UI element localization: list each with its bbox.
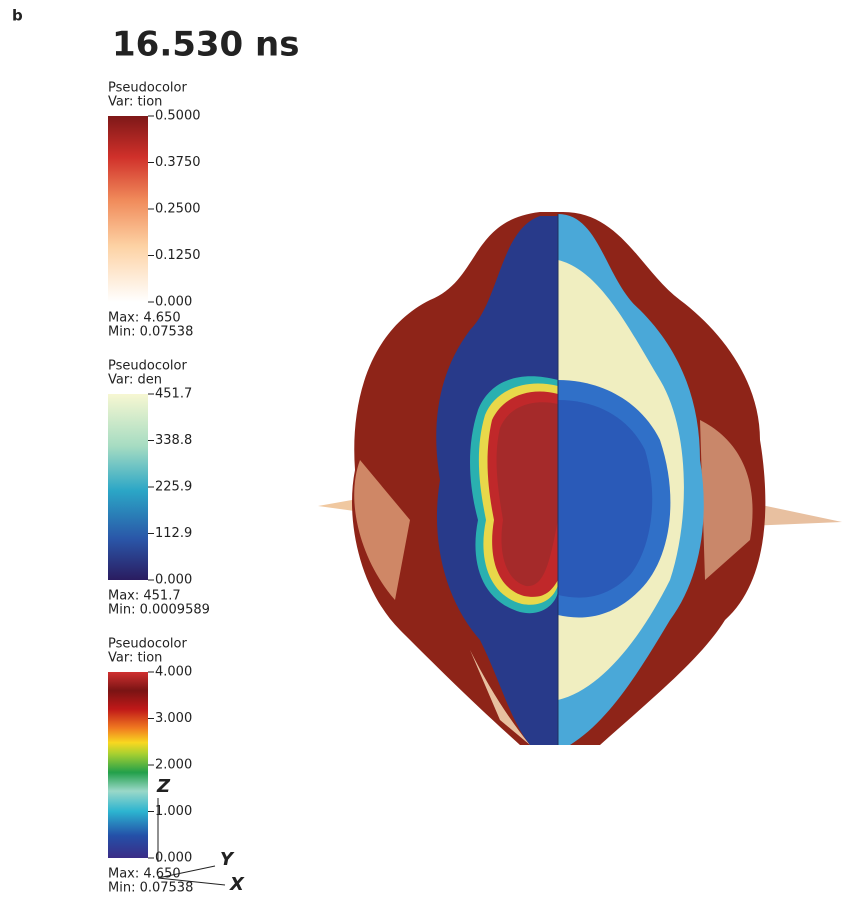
colorbar	[108, 394, 148, 580]
tick-label: 0.3750	[155, 155, 201, 170]
legend-var: Var: tion	[108, 651, 162, 666]
legend-var: Var: tion	[108, 95, 162, 110]
legend-min: Min: 0.07538	[108, 881, 193, 896]
rendered-object	[318, 211, 842, 745]
tick-label: 0.000	[155, 573, 192, 588]
tick-label: 225.9	[155, 480, 192, 495]
tick-label: 1.000	[155, 804, 192, 819]
axis-x-label: X	[229, 874, 245, 895]
colorbar	[108, 672, 148, 858]
axis-y-label: Y	[220, 849, 235, 870]
tick-label: 112.9	[155, 526, 192, 541]
legend-max: Max: 4.650	[108, 867, 181, 882]
colorbar	[108, 116, 148, 302]
legend-max: Max: 451.7	[108, 589, 181, 604]
axis-triad: Z Y X	[156, 776, 245, 895]
legend-max: Max: 4.650	[108, 311, 181, 326]
tick-label: 0.1250	[155, 248, 201, 263]
tick-label: 2.000	[155, 758, 192, 773]
legend-min: Min: 0.07538	[108, 325, 193, 340]
tick-label: 0.000	[155, 295, 192, 310]
legend-title: Pseudocolor	[108, 81, 187, 96]
tick-label: 3.000	[155, 711, 192, 726]
legend-min: Min: 0.0009589	[108, 603, 210, 618]
legend-var: Var: den	[108, 373, 162, 388]
legend-title: Pseudocolor	[108, 637, 187, 652]
legend-title: Pseudocolor	[108, 359, 187, 374]
panel-label: b	[12, 7, 23, 25]
tick-label: 0.000	[155, 851, 192, 866]
tick-label: 0.2500	[155, 202, 201, 217]
axis-z-label: Z	[156, 776, 171, 797]
tick-label: 0.5000	[155, 109, 201, 124]
time-label: 16.530 ns	[112, 25, 299, 65]
tick-label: 338.8	[155, 433, 192, 448]
tick-label: 4.000	[155, 665, 192, 680]
tick-label: 451.7	[155, 387, 192, 402]
